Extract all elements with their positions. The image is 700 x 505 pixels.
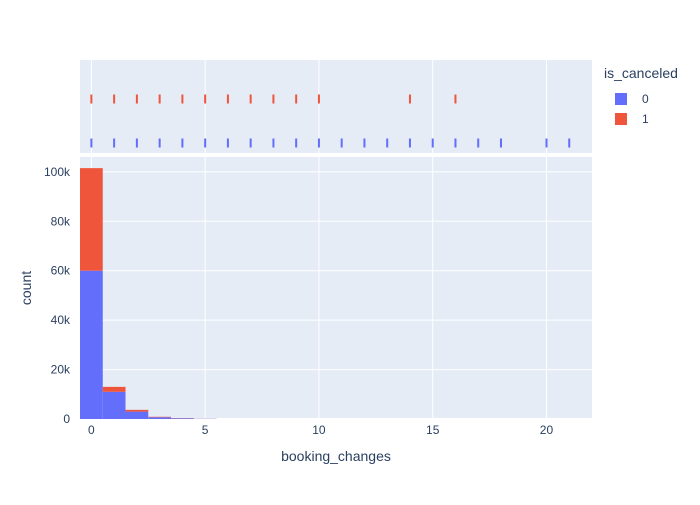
legend-swatch-0 bbox=[615, 93, 627, 105]
bar-series-1-bin-2 bbox=[126, 410, 149, 412]
bar-series-0-bin-3 bbox=[148, 417, 171, 419]
bar-series-1-bin-0 bbox=[80, 168, 103, 271]
legend-swatch-1 bbox=[615, 113, 627, 125]
main-plot-background bbox=[80, 157, 592, 419]
legend-entry-1: 1 bbox=[642, 112, 649, 126]
x-tick-label: 0 bbox=[88, 423, 95, 437]
y-tick-label: 60k bbox=[51, 264, 71, 278]
y-axis-title: count bbox=[18, 271, 34, 305]
x-tick-label: 20 bbox=[540, 423, 554, 437]
bar-series-1-bin-1 bbox=[103, 387, 126, 392]
y-tick-label: 0 bbox=[63, 412, 70, 426]
y-tick-label: 40k bbox=[51, 313, 71, 327]
legend-entry-0: 0 bbox=[642, 92, 649, 106]
x-tick-label: 10 bbox=[312, 423, 326, 437]
bar-series-0-bin-0 bbox=[80, 271, 103, 419]
x-tick-label: 5 bbox=[202, 423, 209, 437]
y-tick-label: 80k bbox=[51, 214, 71, 228]
bar-series-0-bin-4 bbox=[171, 418, 194, 419]
bar-series-0-bin-1 bbox=[103, 392, 126, 419]
y-tick-label: 20k bbox=[51, 363, 71, 377]
y-tick-label: 100k bbox=[44, 165, 71, 179]
bar-series-0-bin-2 bbox=[126, 412, 149, 419]
x-tick-label: 15 bbox=[426, 423, 440, 437]
legend-title: is_canceled bbox=[604, 65, 678, 81]
rug-plot-background bbox=[80, 60, 592, 153]
x-axis-title: booking_changes bbox=[281, 448, 391, 464]
